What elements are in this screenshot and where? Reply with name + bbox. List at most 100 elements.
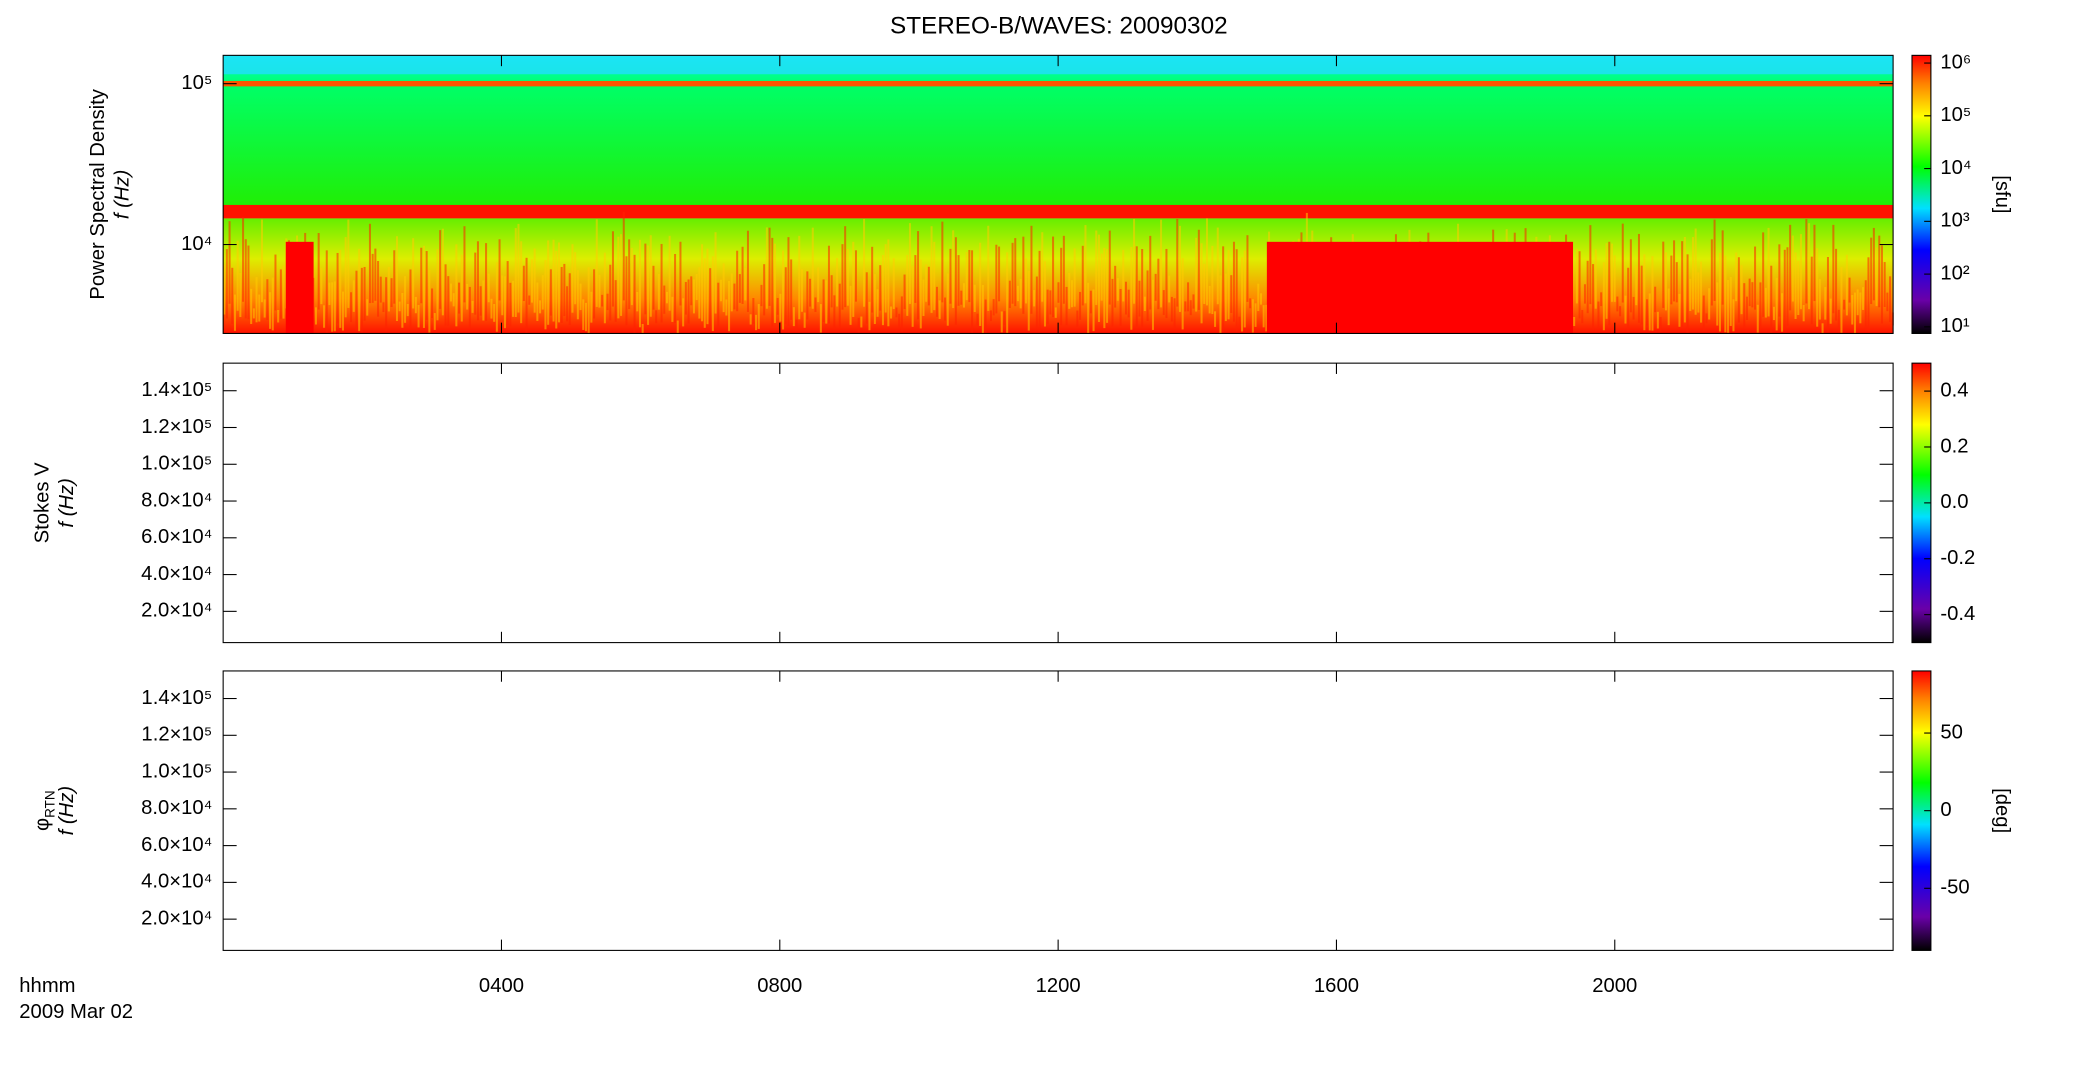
spectrogram-streak [485, 243, 488, 321]
spectrogram-streak [455, 244, 458, 327]
spectrogram-streak [1670, 255, 1673, 305]
spectrogram-streak [854, 250, 857, 302]
spectrogram-streak [447, 276, 450, 326]
spectrogram-streak [1030, 225, 1033, 314]
spectrogram-streak [657, 274, 660, 310]
spectrogram-streak [1043, 261, 1046, 327]
spectrogram-streak [244, 239, 247, 319]
spectrogram-streak [1605, 243, 1608, 319]
spectrogram-streak [1181, 258, 1184, 330]
spectrogram-streak [614, 280, 617, 322]
spectrogram-streak [1886, 292, 1889, 312]
spectrogram-streak [1646, 299, 1649, 326]
spectrogram-streak [1092, 289, 1095, 332]
spectrogram-streak [236, 240, 239, 311]
colorbar-tick-label: 10³ [1940, 210, 1970, 232]
spectrogram-streak [1154, 273, 1157, 301]
y-tick-label: 1.0×10⁵ [141, 453, 212, 475]
spectrogram-streak [911, 265, 914, 327]
spectrogram-streak [776, 297, 779, 315]
spectrogram-streak [1837, 309, 1840, 332]
spectrogram-streak [995, 244, 998, 314]
spectrogram-streak [957, 255, 960, 306]
spectrogram-streak [1789, 224, 1792, 311]
spectrogram-streak [935, 286, 938, 317]
spectrogram-streak [255, 277, 258, 323]
spectrogram-streak [792, 307, 795, 327]
spectrogram-streak [498, 239, 501, 301]
spectrogram-streak [981, 284, 984, 334]
spectrogram-streak [927, 266, 930, 306]
spectrogram-streak [1173, 298, 1176, 328]
spectrogram-streak [239, 272, 242, 318]
y-tick-label: 1.0×10⁵ [141, 760, 212, 782]
spectrogram-streak [814, 297, 817, 312]
spectrogram-streak [595, 219, 598, 307]
spectrogram-streak [576, 270, 579, 320]
spectrogram-streak [871, 246, 874, 313]
spectrogram-streak [714, 232, 717, 314]
spectrogram-streak [868, 301, 871, 331]
colorbar-tick-label: 0 [1940, 799, 1951, 821]
spectrogram-streak [530, 259, 533, 303]
spectrogram-streak [1775, 277, 1778, 331]
spectrogram-streak [1786, 247, 1789, 326]
spectrogram-streak [522, 265, 525, 302]
x-tick-label: 2000 [1592, 975, 1637, 997]
spectrogram-streak [908, 223, 911, 304]
spectrogram-streak [1106, 249, 1109, 323]
colorbar-tick-label: 10⁶ [1940, 51, 1971, 73]
spectrogram-streak [352, 280, 355, 312]
spectrogram-streak [738, 274, 741, 303]
y-tick-label: 1.4×10⁵ [141, 687, 212, 709]
spectrogram-streak [1608, 241, 1611, 326]
spectrogram-streak [1718, 252, 1721, 332]
y-axis-label: φRTN [32, 790, 57, 831]
spectrogram-streak [898, 313, 901, 330]
spectrogram-streak [1664, 252, 1667, 311]
x-tick-label: 1600 [1314, 975, 1359, 997]
spectrogram-streak [1624, 295, 1627, 324]
colorbar [1911, 54, 1932, 334]
spectrogram-streak [501, 275, 504, 316]
spectrogram-streak [1778, 244, 1781, 317]
spectrogram-streak [1127, 289, 1130, 318]
spectrogram-streak [1230, 275, 1233, 313]
spectrogram-streak [590, 291, 593, 323]
spectrogram-streak [1014, 238, 1017, 307]
spectrogram-streak [903, 274, 906, 310]
spectrogram-streak [317, 233, 320, 310]
spectrogram-streak [1686, 254, 1689, 334]
spectrogram-streak [1629, 239, 1632, 313]
spectrogram-streak [401, 293, 404, 328]
spectrogram-streak [593, 269, 596, 319]
spectrogram-streak [320, 268, 323, 305]
spectrogram-streak [1691, 237, 1694, 310]
spectrogram-streak [655, 310, 658, 324]
spectrogram-streak [946, 273, 949, 326]
spectrogram-streak [1594, 249, 1597, 309]
spectrogram-streak [1095, 230, 1098, 305]
spectrogram-streak [938, 300, 941, 319]
spectrogram-streak [441, 228, 444, 316]
spectrogram-streak [331, 282, 334, 332]
spectrogram-streak [420, 247, 423, 304]
spectrogram-streak [1883, 262, 1886, 307]
spectrogram-streak [771, 237, 774, 327]
spectrogram-streak [1592, 264, 1595, 330]
spectrogram-streak [1732, 299, 1735, 332]
spectrogram-streak [1216, 227, 1219, 305]
spectrogram-streak [1079, 291, 1082, 320]
spectrogram-streak [258, 294, 261, 322]
spectrogram-streak [1845, 254, 1848, 316]
spectrogram-streak [1824, 287, 1827, 320]
spectrogram-streak [1813, 224, 1816, 302]
spectrogram-streak [1259, 293, 1262, 305]
spectrogram-streak [1751, 282, 1754, 308]
spectrogram-streak [1848, 277, 1851, 303]
spectrogram-streak [1745, 296, 1748, 320]
spectrogram-streak [385, 277, 388, 331]
spectrogram-streak [377, 260, 380, 317]
spectrogram-streak [1818, 278, 1821, 320]
spectrogram-streak [706, 248, 709, 325]
